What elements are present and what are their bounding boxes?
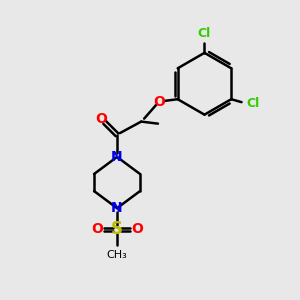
Text: O: O [91, 222, 103, 236]
Text: O: O [154, 94, 165, 109]
Text: N: N [111, 201, 123, 215]
Text: O: O [95, 112, 107, 126]
Text: CH₃: CH₃ [107, 250, 128, 260]
Text: O: O [131, 222, 143, 236]
Text: N: N [111, 150, 123, 164]
Text: S: S [111, 220, 123, 238]
Text: Cl: Cl [198, 27, 211, 40]
Text: Cl: Cl [246, 97, 259, 110]
